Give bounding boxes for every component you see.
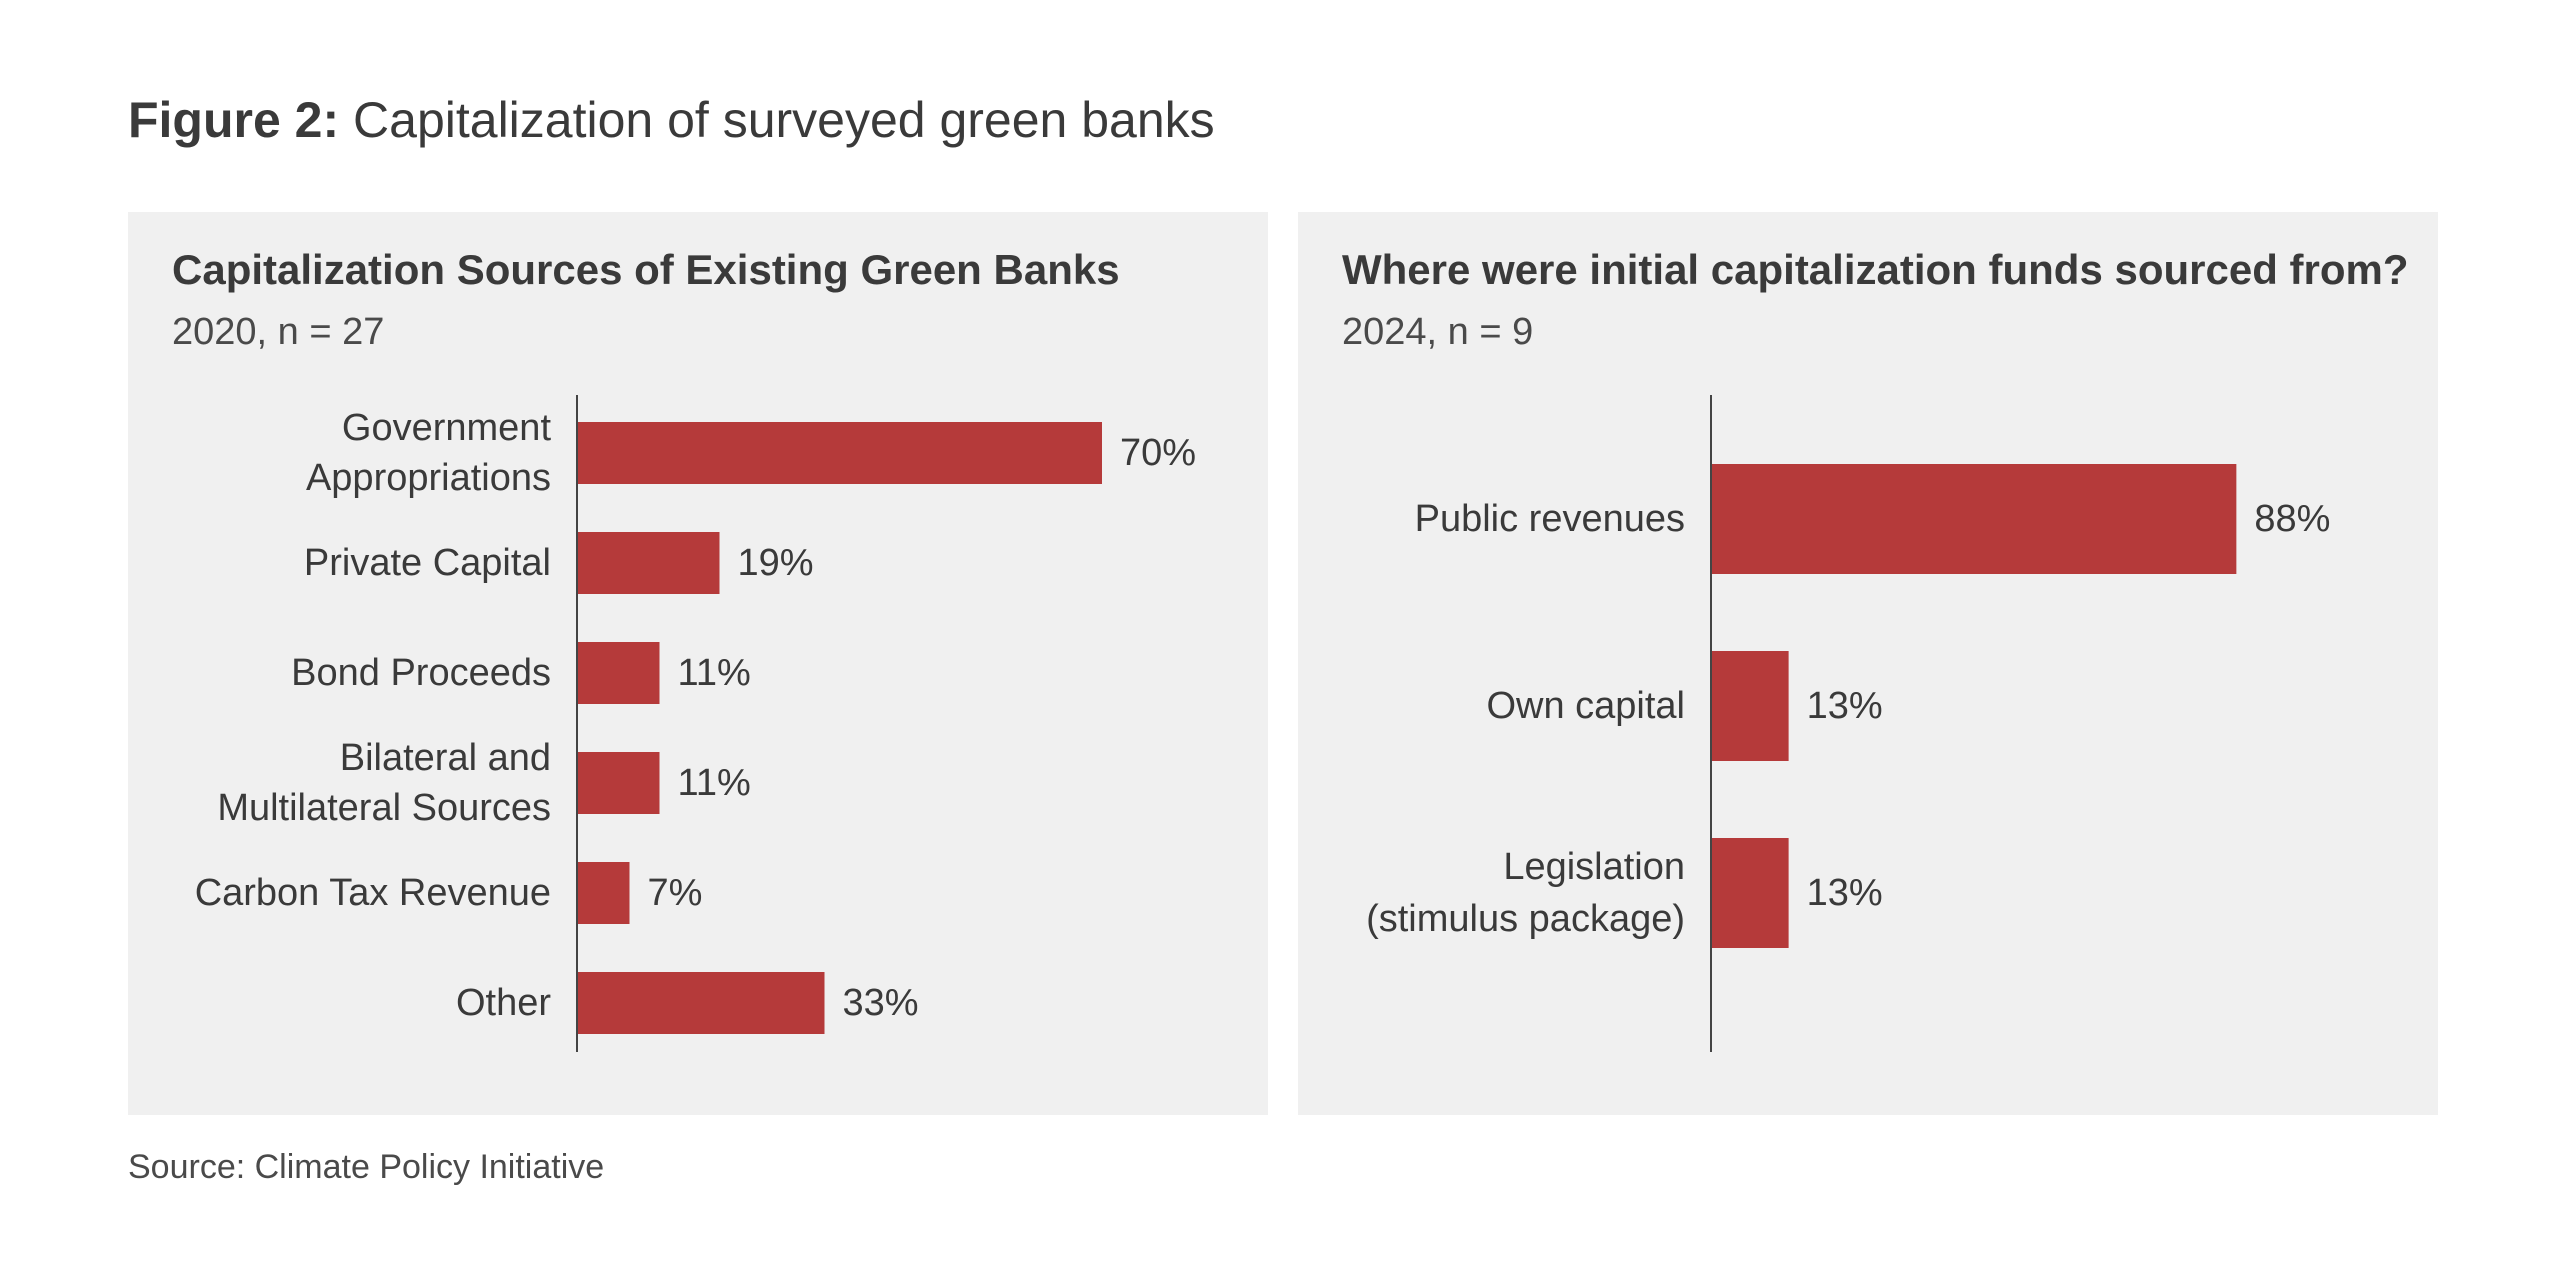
chart-title-left: Capitalization Sources of Existing Green… bbox=[172, 246, 1120, 293]
bar-right-0 bbox=[1711, 464, 2237, 574]
value-label-right-1: 13% bbox=[1807, 685, 1883, 727]
figure-title: Figure 2: Capitalization of surveyed gre… bbox=[128, 88, 1215, 152]
bar-chart-left: 70% Government Appropriations 19% Private Ca… bbox=[195, 395, 1196, 1052]
category-label-left-5: Other bbox=[456, 982, 551, 1024]
category-label-right-0: Public revenues bbox=[1415, 498, 1685, 540]
chart-subtitle-left: 2020, n = 27 bbox=[172, 311, 385, 353]
value-label-right-2: 13% bbox=[1807, 872, 1883, 914]
chart-panel-left: Capitalization Sources of Existing Green… bbox=[128, 212, 1268, 1115]
value-label-left-1: 19% bbox=[738, 542, 814, 584]
chart-subtitle-right: 2024, n = 9 bbox=[1342, 311, 1534, 353]
bar-left-5 bbox=[577, 972, 825, 1034]
figure-title-text: Capitalization of surveyed green banks bbox=[353, 92, 1215, 148]
category-label-right-1: Own capital bbox=[1486, 685, 1685, 727]
value-label-left-5: 33% bbox=[843, 982, 919, 1024]
bar-right-2 bbox=[1711, 838, 1789, 948]
bar-chart-right: 88% Public revenues 13% Own capital 13% Legis… bbox=[1366, 395, 2330, 1052]
chart-panel-right: Where were initial capitalization funds … bbox=[1298, 212, 2438, 1115]
bar-left-0 bbox=[577, 422, 1102, 484]
bar-left-3 bbox=[577, 752, 660, 814]
bar-right-1 bbox=[1711, 651, 1789, 761]
category-label-left-3: Bilateral and Multilateral Sources bbox=[217, 737, 551, 829]
value-label-left-0: 70% bbox=[1120, 432, 1196, 474]
source-note: Source: Climate Policy Initiative bbox=[128, 1148, 605, 1186]
value-label-left-2: 11% bbox=[678, 652, 751, 694]
bar-left-2 bbox=[577, 642, 660, 704]
chart-title-right: Where were initial capitalization funds … bbox=[1342, 246, 2409, 293]
value-label-right-0: 88% bbox=[2254, 498, 2330, 540]
bar-left-4 bbox=[577, 862, 630, 924]
category-label-right-2: Legislation (stimulus package) bbox=[1366, 846, 1685, 940]
figure-label: Figure 2: bbox=[128, 92, 340, 148]
category-label-left-2: Bond Proceeds bbox=[291, 652, 551, 694]
category-label-left-4: Carbon Tax Revenue bbox=[195, 872, 551, 914]
category-label-left-0: Government Appropriations bbox=[306, 407, 551, 499]
value-label-left-4: 7% bbox=[648, 872, 703, 914]
category-label-left-1: Private Capital bbox=[304, 542, 551, 584]
bar-left-1 bbox=[577, 532, 720, 594]
value-label-left-3: 11% bbox=[678, 762, 751, 804]
